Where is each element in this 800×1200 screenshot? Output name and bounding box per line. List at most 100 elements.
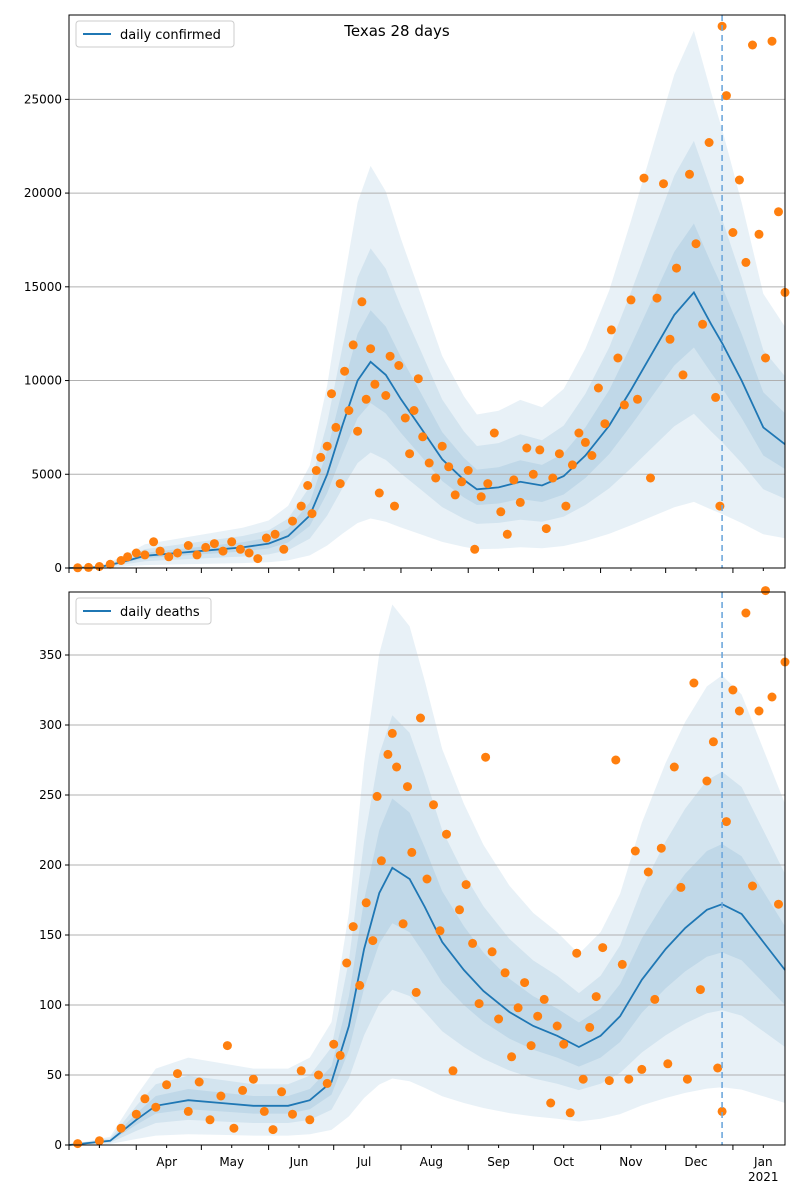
observed-point xyxy=(678,370,688,380)
y-tick-label: 50 xyxy=(47,1068,62,1082)
observed-point xyxy=(192,550,202,560)
y-tick-label: 300 xyxy=(39,718,62,732)
observed-point xyxy=(580,437,590,447)
observed-point xyxy=(539,994,549,1004)
observed-point xyxy=(717,1106,727,1116)
observed-point xyxy=(637,1064,647,1074)
x-tick-label: Sep xyxy=(487,1155,510,1169)
observed-point xyxy=(253,554,263,564)
observed-point xyxy=(774,899,783,909)
observed-point xyxy=(437,441,447,451)
x-tick-label: Jun xyxy=(289,1155,309,1169)
observed-point xyxy=(617,959,627,969)
legend-box xyxy=(75,597,212,625)
observed-point xyxy=(398,919,408,929)
observed-point xyxy=(481,752,491,762)
observed-point xyxy=(303,481,313,490)
observed-point xyxy=(435,926,445,936)
observed-point xyxy=(387,728,397,738)
observed-point xyxy=(450,490,460,500)
observed-point xyxy=(489,428,499,438)
observed-point xyxy=(413,374,423,384)
observed-point xyxy=(468,938,478,948)
deaths-observed-points xyxy=(73,586,790,1149)
observed-point xyxy=(711,392,721,402)
observed-point xyxy=(463,466,473,475)
observed-point xyxy=(572,948,582,958)
observed-point xyxy=(728,228,738,237)
observed-point xyxy=(227,537,237,547)
observed-point xyxy=(235,544,245,554)
observed-point xyxy=(656,843,666,853)
observed-point xyxy=(721,817,731,827)
observed-point xyxy=(659,179,668,189)
observed-point xyxy=(500,968,510,978)
observed-point xyxy=(470,544,480,554)
observed-point xyxy=(754,229,764,239)
plot-frame xyxy=(68,14,786,569)
observed-point xyxy=(715,501,725,511)
uncertainty-band-3 xyxy=(69,223,785,568)
observed-point xyxy=(381,391,391,400)
observed-point xyxy=(105,559,115,569)
observed-point xyxy=(630,846,640,856)
observed-point xyxy=(728,685,738,695)
observed-point xyxy=(448,1066,458,1076)
observed-point xyxy=(761,586,770,596)
observed-point xyxy=(183,541,193,550)
observed-point xyxy=(476,492,486,502)
observed-point xyxy=(422,874,432,884)
observed-point xyxy=(669,762,679,772)
observed-point xyxy=(559,1039,569,1049)
observed-point xyxy=(507,1052,517,1062)
x-tick-label: May xyxy=(219,1155,244,1169)
uncertainty-band-2 xyxy=(69,140,785,568)
observed-point xyxy=(754,706,764,716)
observed-point xyxy=(370,379,380,389)
observed-point xyxy=(201,542,211,552)
observed-point xyxy=(444,462,454,472)
observed-point xyxy=(676,882,686,892)
observed-point xyxy=(734,175,744,185)
confirmed-uncertainty-bands xyxy=(69,30,785,568)
observed-point xyxy=(327,389,336,399)
observed-point xyxy=(218,546,228,556)
observed-point xyxy=(748,881,757,891)
observed-point xyxy=(322,1078,332,1088)
model-line xyxy=(68,866,786,1146)
observed-point xyxy=(296,1066,306,1076)
observed-point xyxy=(140,550,150,560)
observed-point xyxy=(639,173,649,183)
observed-point xyxy=(604,1076,614,1086)
observed-point xyxy=(457,477,467,487)
observed-point xyxy=(734,706,744,716)
observed-point xyxy=(713,1063,723,1073)
observed-point xyxy=(598,943,608,953)
confirmed-panel: 0 5000 10000 15000 20000 25000 daily confirme… xyxy=(24,14,790,575)
observed-point xyxy=(392,762,402,772)
y-tick-label: 15000 xyxy=(24,280,62,294)
observed-point xyxy=(496,507,506,517)
observed-point xyxy=(619,400,629,410)
uncertainty-band-2 xyxy=(69,715,785,1145)
y-tick-label: 150 xyxy=(39,928,62,942)
observed-point xyxy=(487,947,497,957)
observed-point xyxy=(567,460,577,470)
observed-point xyxy=(322,441,332,451)
observed-point xyxy=(613,353,623,363)
observed-point xyxy=(624,1074,634,1084)
observed-point xyxy=(348,340,358,350)
observed-point xyxy=(335,479,345,489)
observed-point xyxy=(685,169,694,179)
confirmed-legend: daily confirmed xyxy=(75,20,235,48)
plot-frame xyxy=(68,591,786,1146)
observed-point xyxy=(416,713,425,723)
confirmed-axes: 0 5000 10000 15000 20000 25000 xyxy=(24,14,786,575)
observed-point xyxy=(652,293,662,303)
observed-point xyxy=(502,529,512,539)
observed-point xyxy=(84,562,93,572)
observed-point xyxy=(585,1022,595,1032)
observed-point xyxy=(205,1115,215,1125)
observed-point xyxy=(522,443,532,453)
observed-point xyxy=(270,529,280,539)
